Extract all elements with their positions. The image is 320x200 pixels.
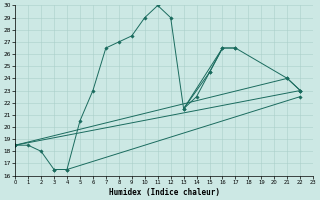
X-axis label: Humidex (Indice chaleur): Humidex (Indice chaleur) xyxy=(109,188,220,197)
